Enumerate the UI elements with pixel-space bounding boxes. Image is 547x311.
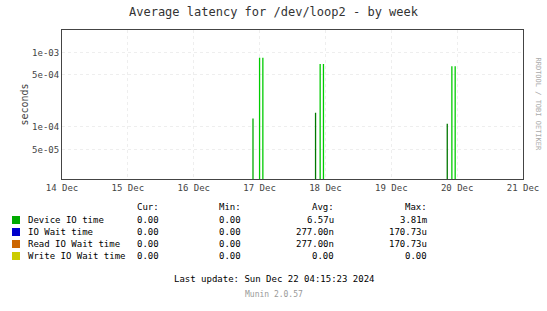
- svg-text:0.00: 0.00: [405, 251, 427, 261]
- svg-text:Average latency for /dev/loop2: Average latency for /dev/loop2 - by week: [129, 5, 419, 19]
- svg-text:0.00: 0.00: [219, 239, 241, 249]
- svg-text:0.00: 0.00: [219, 227, 241, 237]
- svg-text:277.00n: 277.00n: [296, 227, 334, 237]
- svg-text:16 Dec: 16 Dec: [177, 183, 210, 193]
- svg-text:0.00: 0.00: [137, 239, 159, 249]
- svg-text:170.73u: 170.73u: [389, 227, 427, 237]
- svg-text:0.00: 0.00: [137, 215, 159, 225]
- svg-text:17 Dec: 17 Dec: [243, 183, 276, 193]
- svg-text:14 Dec: 14 Dec: [46, 183, 79, 193]
- svg-text:Avg:: Avg:: [312, 202, 334, 212]
- svg-text:0.00: 0.00: [219, 215, 241, 225]
- svg-text:Max:: Max:: [405, 202, 427, 212]
- svg-text:Last update: Sun Dec 22 04:15:: Last update: Sun Dec 22 04:15:23 2024: [174, 274, 374, 284]
- svg-text:18 Dec: 18 Dec: [309, 183, 342, 193]
- svg-text:170.73u: 170.73u: [389, 239, 427, 249]
- svg-text:Write IO Wait time: Write IO Wait time: [28, 251, 126, 261]
- svg-text:277.00n: 277.00n: [296, 239, 334, 249]
- svg-text:19 Dec: 19 Dec: [375, 183, 408, 193]
- svg-text:0.00: 0.00: [312, 251, 334, 261]
- svg-text:Read IO Wait time: Read IO Wait time: [28, 239, 120, 249]
- svg-text:21 Dec: 21 Dec: [507, 183, 540, 193]
- svg-text:5e-05: 5e-05: [32, 145, 59, 155]
- svg-text:Cur:: Cur:: [137, 202, 159, 212]
- svg-text:1e-04: 1e-04: [32, 122, 59, 132]
- svg-text:15 Dec: 15 Dec: [112, 183, 145, 193]
- svg-text:0.00: 0.00: [137, 227, 159, 237]
- svg-text:5e-04: 5e-04: [32, 70, 59, 80]
- svg-text:IO Wait time: IO Wait time: [28, 227, 93, 237]
- svg-text:20 Dec: 20 Dec: [441, 183, 474, 193]
- svg-text:0.00: 0.00: [219, 251, 241, 261]
- svg-text:Munin 2.0.57: Munin 2.0.57: [245, 290, 303, 299]
- svg-text:0.00: 0.00: [137, 251, 159, 261]
- svg-text:6.57u: 6.57u: [307, 215, 334, 225]
- svg-text:seconds: seconds: [19, 83, 30, 125]
- svg-text:RRDTOOL / TOBI OETIKER: RRDTOOL / TOBI OETIKER: [534, 58, 542, 152]
- svg-text:1e-03: 1e-03: [32, 48, 59, 58]
- svg-text:Device IO time: Device IO time: [28, 215, 104, 225]
- svg-text:3.81m: 3.81m: [400, 215, 427, 225]
- svg-text:Min:: Min:: [219, 202, 241, 212]
